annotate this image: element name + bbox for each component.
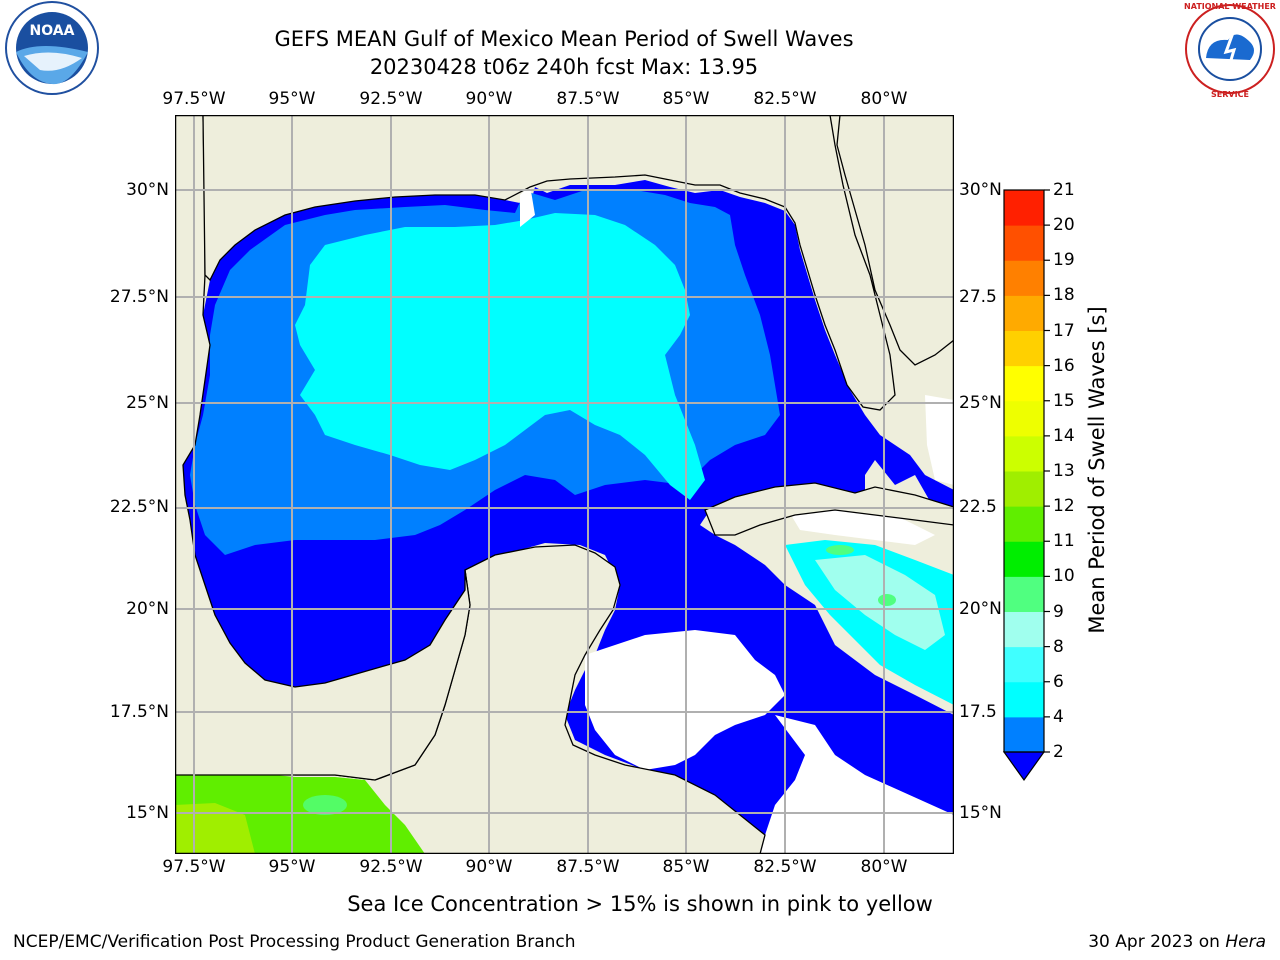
lon-tick-top: 82.5°W <box>753 89 817 109</box>
lat-tick-left: 30°N <box>126 180 169 200</box>
sea-ice-note: Sea Ice Concentration > 15% is shown in … <box>347 892 933 916</box>
lat-tick-right: 22.5 <box>959 497 997 517</box>
lat-tick-left: 27.5°N <box>109 287 169 307</box>
footer-date-text: 30 Apr 2023 on <box>1088 932 1226 952</box>
colorbar-segment <box>1004 681 1044 718</box>
chart-title: GEFS MEAN Gulf of Mexico Mean Period of … <box>274 27 854 51</box>
colorbar-tick-label: 4 <box>1053 706 1064 727</box>
gulf-water-cyan <box>295 213 705 500</box>
lon-tick-top: 90°W <box>465 89 513 109</box>
colorbar-segment <box>1004 611 1044 648</box>
colorbar-segment <box>1004 716 1044 753</box>
colorbar-segment <box>1004 541 1044 577</box>
colorbar-tick-label: 20 <box>1053 215 1075 236</box>
land-mexico-west <box>175 115 471 781</box>
colorbar <box>1002 189 1050 782</box>
lon-tick-bottom: 85°W <box>662 857 710 877</box>
colorbar-tick-label: 9 <box>1053 601 1064 622</box>
lon-tick-top: 85°W <box>662 89 710 109</box>
chart-subtitle: 20230428 t06z 240h fcst Max: 13.95 <box>369 55 759 79</box>
nws-logo: NATIONAL WEATHER SERVICE <box>1184 2 1276 99</box>
colorbar-tick-label: 16 <box>1053 355 1075 376</box>
lat-tick-right: 20°N <box>959 599 1002 619</box>
lat-tick-left: 20°N <box>126 599 169 619</box>
colorbar-tick-label: 19 <box>1053 250 1075 271</box>
lon-tick-bottom: 87.5°W <box>556 857 620 877</box>
colorbar-segment <box>1004 260 1044 296</box>
colorbar-tick-label: 18 <box>1053 285 1075 306</box>
colorbar-segment <box>1004 576 1044 612</box>
colorbar-segment <box>1004 365 1044 402</box>
footer-machine: Hera <box>1225 932 1266 952</box>
footer-date: 30 Apr 2023 on Hera <box>1088 932 1266 952</box>
lat-tick-right: 25°N <box>959 393 1002 413</box>
no-data-region-3 <box>925 395 954 485</box>
colorbar-segment <box>1004 190 1044 226</box>
colorbar-tick-label: 11 <box>1053 531 1075 552</box>
lat-tick-left: 17.5°N <box>109 702 169 722</box>
lon-tick-bottom: 97.5°W <box>162 857 226 877</box>
lon-tick-top: 92.5°W <box>359 89 423 109</box>
map-gridlines <box>175 115 954 854</box>
colorbar-segment <box>1004 225 1044 261</box>
footer-credit: NCEP/EMC/Verification Post Processing Pr… <box>13 932 576 952</box>
lon-tick-bottom: 95°W <box>268 857 316 877</box>
colorbar-segment <box>1004 471 1044 507</box>
svg-text:NOAA: NOAA <box>30 23 75 39</box>
colorbar-tick-label: 13 <box>1053 461 1075 481</box>
colorbar-segment <box>1004 400 1044 437</box>
lat-tick-left: 15°N <box>126 803 169 823</box>
lon-tick-bottom: 80°W <box>860 857 908 877</box>
colorbar-segment <box>1004 646 1044 683</box>
lon-tick-bottom: 92.5°W <box>359 857 423 877</box>
map-panel <box>175 115 954 854</box>
lon-tick-top: 97.5°W <box>162 89 226 109</box>
map-frame <box>175 115 954 854</box>
colorbar-extend-triangle <box>1002 751 1046 782</box>
colorbar-tick-label: 17 <box>1053 320 1075 341</box>
pacific-water-green-patch <box>303 795 347 815</box>
no-data-region-5 <box>520 185 535 227</box>
colorbar-tick-label: 15 <box>1053 390 1075 411</box>
colorbar-segment <box>1004 435 1044 472</box>
svg-text:SERVICE: SERVICE <box>1211 90 1249 99</box>
colorbar-tick-label: 8 <box>1053 636 1064 657</box>
land-us-south <box>175 115 954 411</box>
colorbar-segment <box>1004 330 1044 367</box>
colorbar-tick-label: 6 <box>1053 671 1064 692</box>
caribbean-water-green-1 <box>826 545 854 555</box>
colorbar-segment <box>1004 506 1044 542</box>
no-data-region-2 <box>755 715 954 854</box>
lon-tick-top: 80°W <box>860 89 908 109</box>
colorbar-tick-label: 21 <box>1053 180 1075 200</box>
lon-tick-top: 87.5°W <box>556 89 620 109</box>
colorbar-title: Mean Period of Swell Waves [s] <box>1085 306 1109 634</box>
lat-tick-right: 15°N <box>959 803 1002 823</box>
colorbar-tick-label: 2 <box>1053 742 1064 762</box>
lat-tick-right: 17.5 <box>959 702 997 722</box>
colorbar-tick-label: 12 <box>1053 496 1075 517</box>
colorbar-tick-label: 10 <box>1053 566 1075 587</box>
colorbar-tick-label: 14 <box>1053 425 1075 446</box>
lat-tick-right: 30°N <box>959 180 1002 200</box>
lon-tick-bottom: 90°W <box>465 857 513 877</box>
lon-tick-bottom: 82.5°W <box>753 857 817 877</box>
colorbar-segment <box>1004 295 1044 331</box>
svg-text:NATIONAL WEATHER: NATIONAL WEATHER <box>1184 2 1276 11</box>
lat-tick-left: 25°N <box>126 393 169 413</box>
lon-tick-top: 95°W <box>268 89 316 109</box>
lat-tick-right: 27.5 <box>959 287 997 307</box>
noaa-logo: NOAA <box>5 1 99 95</box>
caribbean-water-green-2 <box>878 594 896 606</box>
lat-tick-left: 22.5°N <box>109 497 169 517</box>
